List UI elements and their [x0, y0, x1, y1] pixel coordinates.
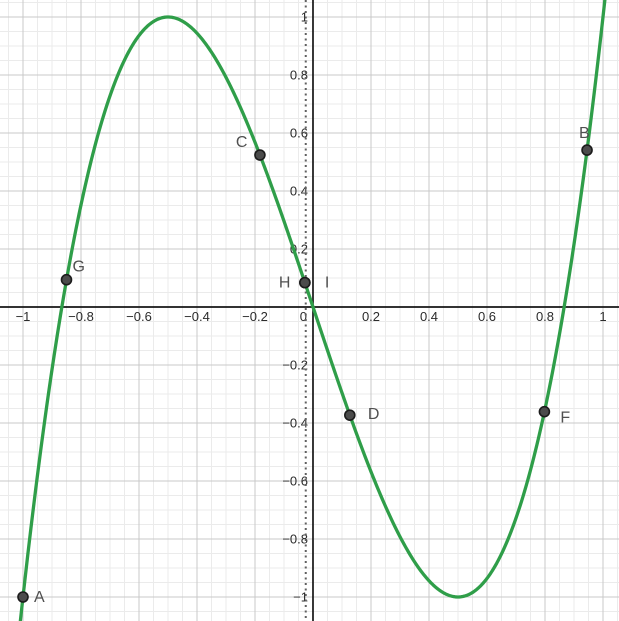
point-F[interactable]: [538, 405, 551, 418]
point-label-D: D: [368, 406, 380, 423]
axis-tick-labels: −1 −0.8 −0.6 −0.4 −0.2 0.2 0.4 0.6 0.8 1 1 0.8 0.6 0.…: [16, 9, 607, 604]
point-B[interactable]: [581, 144, 593, 156]
point-label-G: G: [72, 259, 84, 276]
y-tick-label: 0.8: [290, 67, 308, 82]
point-label-F: F: [560, 410, 570, 427]
x-tick-label: −0.2: [242, 309, 268, 324]
x-tick-label: −0.4: [184, 309, 210, 324]
x-tick-label: 0.6: [478, 309, 496, 324]
y-tick-label: −0.8: [282, 531, 308, 546]
point-G[interactable]: [60, 273, 73, 286]
x-tick-label: 0.2: [362, 309, 380, 324]
point-A[interactable]: [17, 591, 29, 603]
point-label-I: I: [325, 275, 329, 292]
y-tick-label: 0.4: [290, 183, 308, 198]
x-tick-label: −1: [16, 309, 31, 324]
point-label-A: A: [34, 589, 45, 606]
origin-tick-label: 0: [300, 309, 307, 324]
points-layer: [17, 144, 593, 603]
x-tick-label: −0.8: [68, 309, 94, 324]
y-tick-label: −0.6: [282, 473, 308, 488]
y-tick-label: 1: [301, 9, 308, 24]
point-labels-layer: A B C D F G H I: [34, 125, 590, 606]
x-tick-label: 0.8: [536, 309, 554, 324]
point-D[interactable]: [344, 409, 356, 421]
point-I[interactable]: [299, 276, 311, 289]
y-tick-label: 0.6: [290, 125, 308, 140]
y-tick-label: −1: [293, 589, 308, 604]
y-tick-label: −0.4: [282, 415, 308, 430]
point-label-B: B: [579, 125, 590, 142]
point-C[interactable]: [254, 149, 266, 161]
point-label-H: H: [279, 275, 291, 292]
point-label-C: C: [236, 134, 248, 151]
y-tick-label: −0.2: [282, 357, 308, 372]
x-tick-label: −0.6: [126, 309, 152, 324]
x-tick-label: 1: [599, 309, 606, 324]
x-tick-label: 0.4: [420, 309, 438, 324]
